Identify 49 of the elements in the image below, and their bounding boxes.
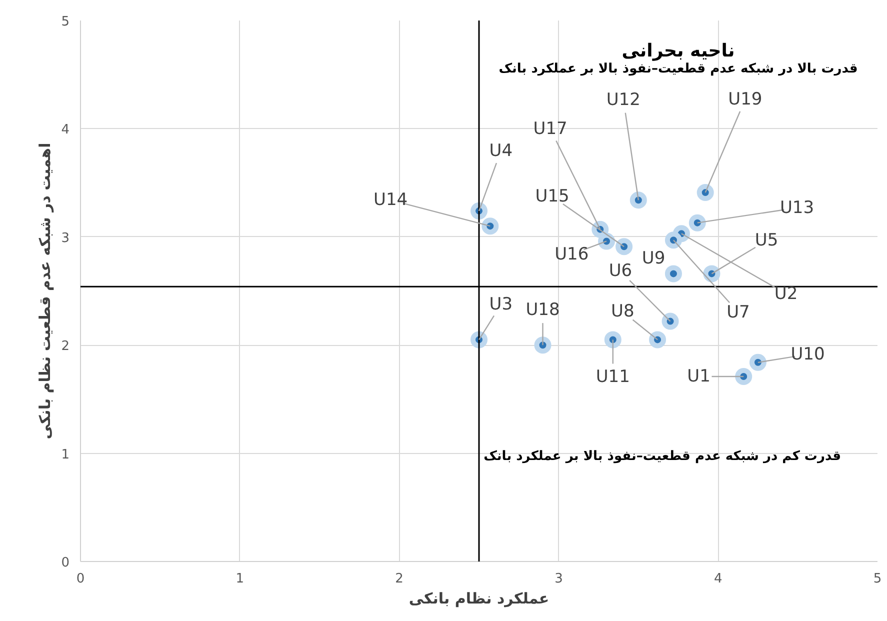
annotation: ناحیه بحرانی — [622, 40, 735, 62]
annotation: U15 — [535, 186, 570, 207]
y-tick-label: 4 — [61, 122, 70, 138]
annotation: U16 — [554, 244, 589, 264]
annotation: U18 — [526, 300, 560, 320]
point — [696, 184, 714, 202]
annotation: U8 — [611, 302, 634, 322]
annotation: U7 — [726, 302, 750, 322]
x-tick-label: 1 — [236, 572, 244, 586]
point — [703, 265, 720, 282]
point — [604, 331, 622, 348]
y-axis-title: اهمیت در شبکه عدم قطعیت نظام بانکی — [36, 142, 54, 440]
annotation: U11 — [596, 366, 630, 387]
annotation: قدرت کم در شبکه عدم قطعیت–نفوذ بالا بر عملکرد بانک — [484, 449, 842, 464]
point — [534, 336, 552, 354]
x-tick-label: 5 — [873, 572, 882, 586]
annotation: U19 — [728, 89, 762, 110]
y-tick-label: 1 — [61, 447, 70, 462]
annotation: U9 — [642, 248, 666, 269]
y-tick-label: 0 — [61, 556, 70, 570]
annotation: U6 — [608, 261, 632, 282]
x-axis-title: عملکرد نظام بانکی — [408, 590, 550, 608]
point — [735, 368, 752, 385]
point — [662, 312, 679, 330]
point — [688, 214, 706, 232]
point — [664, 232, 682, 249]
x-tick-label: 2 — [395, 572, 404, 586]
point — [649, 331, 666, 348]
y-tick-label: 2 — [61, 339, 70, 354]
point — [749, 354, 766, 371]
y-tick-label: 5 — [61, 14, 70, 30]
annotation: قدرت بالا در شبکه عدم قطعیت–نفوذ بالا بر عملکرد بانک — [498, 62, 858, 77]
annotation: U14 — [373, 190, 408, 210]
annotation: U5 — [754, 230, 778, 251]
annotation: U13 — [780, 198, 814, 218]
annotation: U4 — [489, 140, 513, 161]
x-tick-label: 4 — [714, 572, 722, 586]
x-tick-label: 0 — [76, 572, 85, 586]
x-tick-label: 3 — [554, 572, 563, 586]
point — [664, 265, 682, 282]
point — [630, 192, 647, 209]
annotation: U3 — [489, 294, 513, 315]
annotation: U1 — [687, 366, 710, 386]
annotation: U12 — [606, 90, 640, 110]
point — [616, 238, 633, 256]
annotation: U17 — [533, 119, 568, 140]
annotation: U10 — [790, 344, 825, 364]
y-tick-label: 3 — [61, 230, 70, 246]
point — [482, 218, 499, 235]
